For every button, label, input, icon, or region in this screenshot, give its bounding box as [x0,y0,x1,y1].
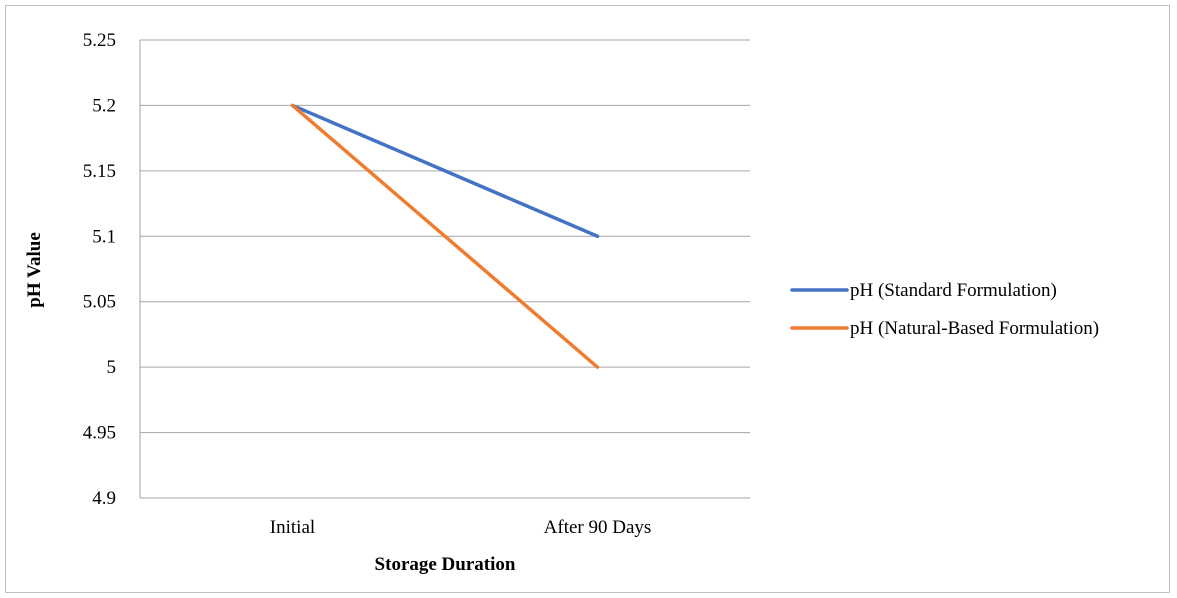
y-tick-label: 5.1 [92,226,116,247]
y-axis-title: pH Value [24,232,45,308]
y-tick-label: 5.05 [83,292,116,313]
series-line-1 [290,103,600,239]
y-tick-label: 5.2 [92,95,116,116]
y-tick-label: 5.25 [83,30,116,51]
y-tick-label: 4.9 [92,488,116,509]
series-lines [290,103,600,369]
chart-frame [5,5,1170,593]
gridlines [140,39,750,499]
legend-label: pH (Natural-Based Formulation) [850,318,1099,339]
series-line-2 [290,103,600,369]
y-tick-label: 5 [107,357,117,378]
x-axis: Initial After 90 Days [270,517,652,538]
x-tick-label: Initial [270,517,315,538]
legend: pH (Standard Formulation) pH (Natural-Bas… [790,280,1099,339]
y-axis: 4.9 4.95 5 5.05 5.1 5.15 5.2 5.25 [83,30,141,509]
y-tick-label: 4.95 [83,423,116,444]
y-tick-label: 5.15 [83,161,116,182]
x-axis-title: Storage Duration [375,554,516,575]
x-tick-label: After 90 Days [544,517,652,538]
legend-label: pH (Standard Formulation) [850,280,1057,301]
